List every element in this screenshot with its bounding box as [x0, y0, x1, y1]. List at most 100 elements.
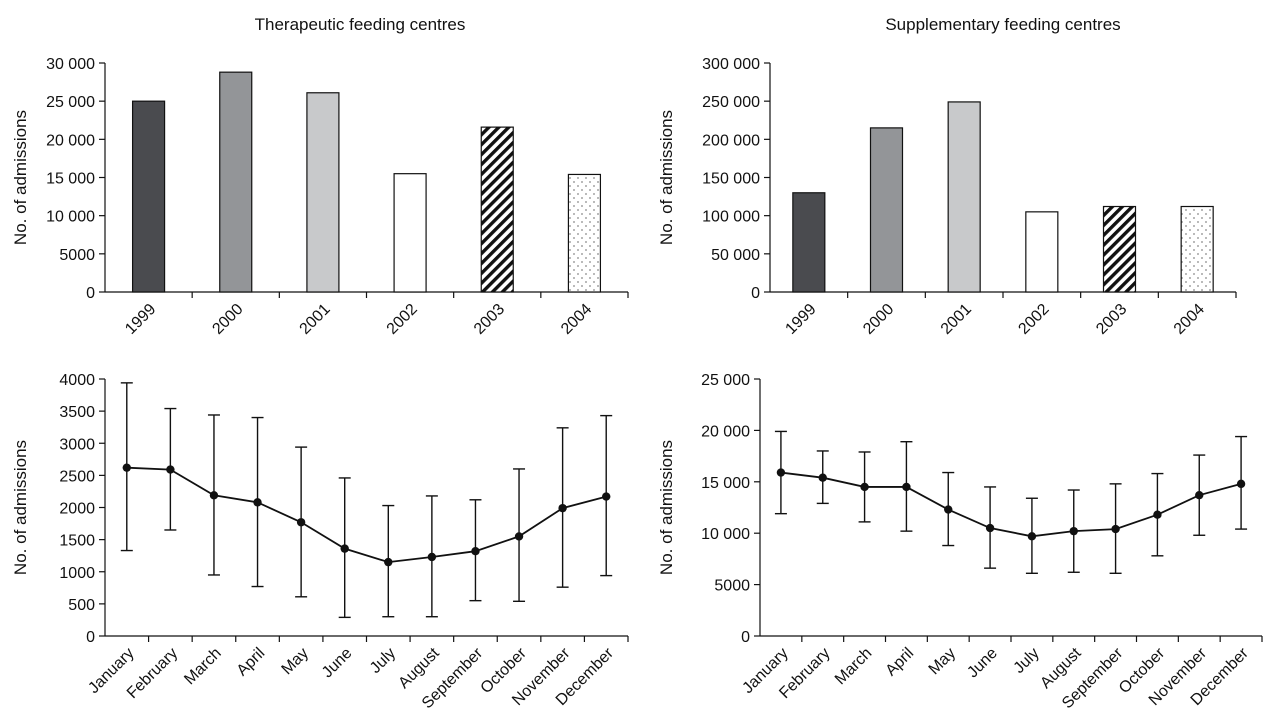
x-tick-label: 2000: [209, 301, 246, 338]
x-tick-label: 1999: [122, 301, 159, 338]
y-tick-label: 500: [68, 597, 95, 614]
x-tick-label: 2003: [471, 301, 508, 338]
x-tick-label: May: [279, 645, 312, 678]
point-November: [1195, 490, 1204, 500]
x-tick-label: July: [1011, 645, 1043, 677]
x-tick-label: 2001: [938, 301, 975, 338]
series-line: [126, 466, 607, 564]
y-tick-label: 1500: [59, 533, 95, 550]
y-tick-label: 0: [86, 629, 95, 646]
x-tick-label: March: [181, 645, 224, 688]
x-tick-label: July: [367, 645, 399, 677]
y-tick-label: 150 000: [702, 171, 760, 188]
point-May: [296, 518, 306, 527]
x-tick-label: April: [883, 645, 918, 680]
point-June: [985, 523, 995, 533]
therapeutic-annual-chart: Therapeutic feeding centres No. of admiss…: [11, 15, 629, 338]
point-October: [514, 532, 524, 541]
y-tick-label: 15 000: [46, 171, 95, 188]
y-tick-label: 4000: [59, 372, 95, 389]
y-tick-label: 50 000: [711, 247, 760, 264]
point-December: [602, 492, 611, 501]
y-tick-label: 250 000: [702, 94, 760, 111]
x-tick-label: 1999: [782, 301, 819, 338]
bar-2002: [1025, 211, 1059, 293]
point-September: [471, 546, 480, 556]
bar-1999: [792, 192, 826, 293]
x-tick-label: April: [234, 645, 269, 680]
y-tick-label: 20 000: [46, 132, 95, 149]
supplementary-monthly-chart: No. of admissions 0 5000 10 000 15 000 20 000…: [657, 372, 1263, 712]
chart-title: Therapeutic feeding centres: [255, 15, 466, 34]
point-October: [1153, 510, 1162, 519]
bar-2003: [1102, 205, 1137, 293]
point-May: [944, 505, 953, 514]
y-axis-label: No. of admissions: [657, 110, 676, 245]
point-August: [1069, 526, 1078, 536]
y-tick-label: 1000: [59, 565, 95, 582]
bar-2001: [306, 92, 340, 293]
y-tick-label: 25 000: [46, 94, 95, 111]
supplementary-annual-chart: Supplementary feeding centres No. of admi…: [657, 15, 1237, 338]
therapeutic-monthly-chart: No. of admissions 0 500 1000 1500 2000 2500 300…: [11, 372, 629, 712]
x-tick-label: 2001: [297, 301, 334, 338]
y-tick-label: 2000: [59, 501, 95, 518]
point-March: [860, 482, 869, 492]
y-tick-label: 200 000: [702, 132, 760, 149]
x-tick-label: June: [319, 645, 356, 682]
bar-2001: [947, 101, 981, 293]
point-March: [209, 491, 219, 500]
y-tick-label: 3500: [59, 404, 95, 421]
y-tick-label: 10 000: [701, 526, 750, 543]
point-August: [427, 552, 437, 562]
y-tick-label: 2500: [59, 468, 95, 485]
y-axis-label: No. of admissions: [11, 440, 30, 575]
point-November: [558, 503, 567, 513]
bar-2000: [219, 71, 253, 293]
bar-2003: [480, 126, 514, 293]
x-tick-label: 2002: [1015, 301, 1052, 338]
bar-2000: [869, 127, 904, 293]
point-April: [902, 482, 911, 492]
chart-title: Supplementary feeding centres: [885, 15, 1120, 34]
x-tick-label: June: [964, 645, 1001, 682]
y-tick-label: 3000: [59, 436, 95, 453]
series-line: [780, 471, 1242, 538]
point-September: [1111, 524, 1120, 534]
point-July: [1027, 532, 1037, 541]
point-July: [384, 557, 393, 567]
point-April: [253, 498, 262, 507]
y-tick-label: 0: [741, 629, 750, 646]
y-tick-label: 30 000: [46, 56, 95, 73]
y-tick-label: 10 000: [46, 209, 95, 226]
x-tick-label: March: [832, 645, 875, 688]
x-tick-label: 2004: [558, 301, 595, 338]
y-tick-label: 5000: [59, 247, 95, 264]
point-June: [340, 544, 349, 553]
y-tick-label: 20 000: [701, 423, 750, 440]
point-February: [166, 465, 175, 474]
bar-2002: [393, 173, 427, 293]
x-tick-label: May: [926, 645, 959, 678]
bar-1999: [131, 100, 166, 293]
y-tick-label: 300 000: [702, 56, 760, 73]
x-tick-label: 2004: [1171, 301, 1208, 338]
y-tick-label: 5000: [714, 578, 750, 595]
point-January: [776, 468, 786, 477]
y-tick-label: 0: [86, 285, 95, 302]
y-tick-label: 0: [751, 285, 760, 302]
point-February: [818, 473, 827, 482]
point-December: [1236, 479, 1246, 489]
y-axis-label: No. of admissions: [11, 110, 30, 245]
y-tick-label: 100 000: [702, 209, 760, 226]
point-January: [122, 463, 131, 472]
x-tick-label: 2003: [1093, 301, 1130, 338]
x-tick-label: 2000: [860, 301, 897, 338]
x-tick-label: 2002: [384, 301, 421, 338]
y-axis-label: No. of admissions: [657, 440, 676, 575]
bar-2004: [567, 173, 602, 293]
bar-2004: [1180, 205, 1214, 293]
y-tick-label: 25 000: [701, 372, 750, 389]
y-tick-label: 15 000: [701, 475, 750, 492]
